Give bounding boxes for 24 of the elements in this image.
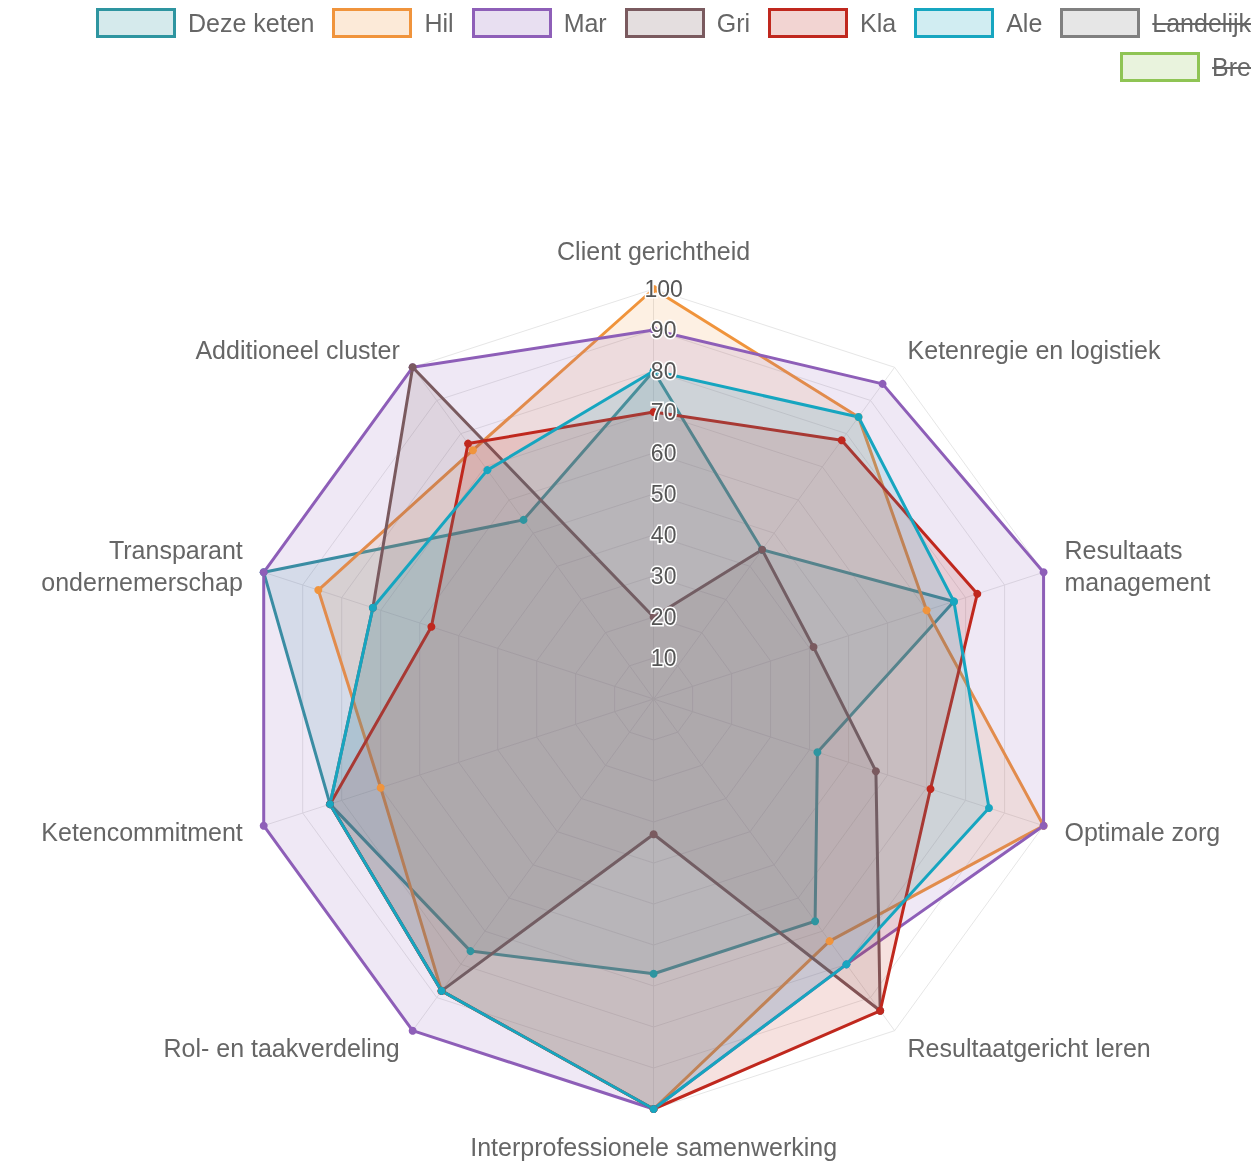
y-tick-label: 40 <box>650 522 677 548</box>
spoke-label: Interprofessionele samenwerking <box>470 1133 838 1161</box>
spoke-label: Resultaats management <box>1064 535 1211 596</box>
spoke-label: Rol- en taakverdeling <box>163 1034 400 1063</box>
spoke-label: Resultaatgericht leren <box>907 1034 1151 1063</box>
legend-label: Landelijk <box>1152 8 1251 38</box>
y-tick-label: 30 <box>650 563 677 589</box>
spoke-label: Client gerichtheid <box>557 237 751 265</box>
spoke-label: Ketencommitment <box>41 818 243 847</box>
legend-label: Mar <box>563 8 607 38</box>
spoke-label: Ketenregie en logistiek <box>907 335 1162 364</box>
y-tick-label: 10 <box>650 645 677 671</box>
spoke-label: Additioneel cluster <box>195 335 400 364</box>
y-tick-label: 60 <box>650 440 677 466</box>
legend-label: Gri <box>716 8 751 38</box>
legend-label: Deze keten <box>188 8 315 38</box>
legend-label: Ale <box>1006 8 1043 38</box>
legend-label: Kla <box>860 8 897 38</box>
legend-label: Bre <box>1212 52 1251 82</box>
spoke-label: Optimale zorg <box>1064 818 1221 847</box>
y-tick-label: 50 <box>650 481 677 507</box>
spoke-label: Transparant ondernemerschap <box>41 535 243 596</box>
legend-label: Hil <box>424 8 454 38</box>
y-tick-label: 20 <box>650 604 677 630</box>
